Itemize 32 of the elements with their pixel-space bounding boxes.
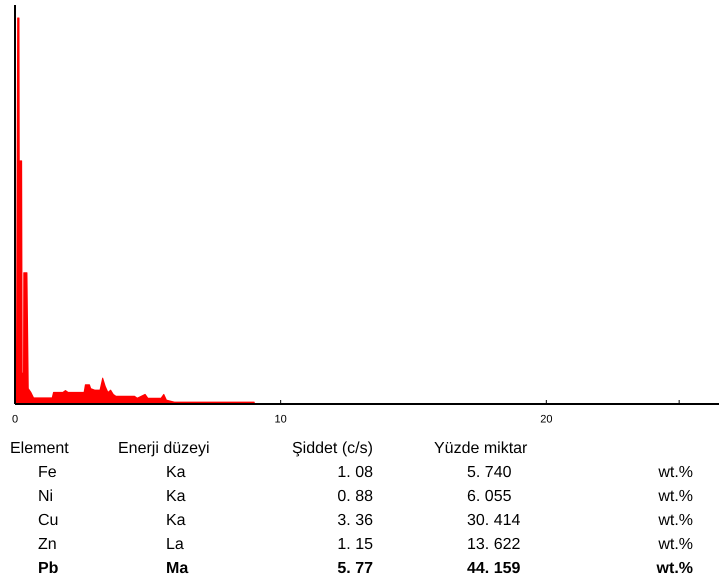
- text: 0. 88: [337, 488, 374, 505]
- text: wt.%: [656, 560, 693, 577]
- text: 44. 159: [467, 560, 520, 577]
- text: 1. 15: [337, 536, 374, 553]
- text: Pb: [38, 560, 59, 577]
- x-tick-label: 20: [540, 413, 552, 426]
- text: 5. 740: [467, 464, 512, 481]
- text: Ma: [166, 560, 188, 577]
- text: wt.%: [657, 464, 693, 481]
- x-tick-label: 10: [274, 413, 287, 426]
- text: 30. 414: [467, 512, 520, 529]
- text: wt.%: [657, 536, 693, 553]
- text: 3. 36: [337, 512, 374, 529]
- text: 6. 055: [467, 488, 512, 505]
- text: Şiddet (c/s): [292, 440, 373, 457]
- text: Ka: [166, 512, 186, 529]
- text: 13. 622: [467, 536, 520, 553]
- text: 5. 77: [337, 560, 374, 577]
- text: Zn: [38, 536, 57, 553]
- text: Element: [10, 440, 70, 457]
- text: Ni: [38, 488, 54, 505]
- text: Ka: [166, 464, 186, 481]
- text: Ka: [166, 488, 186, 505]
- text: Fe: [38, 464, 57, 481]
- text: Yüzde miktar: [434, 440, 528, 457]
- x-tick-label: 0: [12, 413, 18, 426]
- text: wt.%: [657, 488, 693, 505]
- text: 1. 08: [337, 464, 374, 481]
- text: La: [166, 536, 184, 553]
- text: wt.%: [657, 512, 693, 529]
- text: Enerji düzeyi: [118, 440, 210, 457]
- text: Cu: [38, 512, 58, 529]
